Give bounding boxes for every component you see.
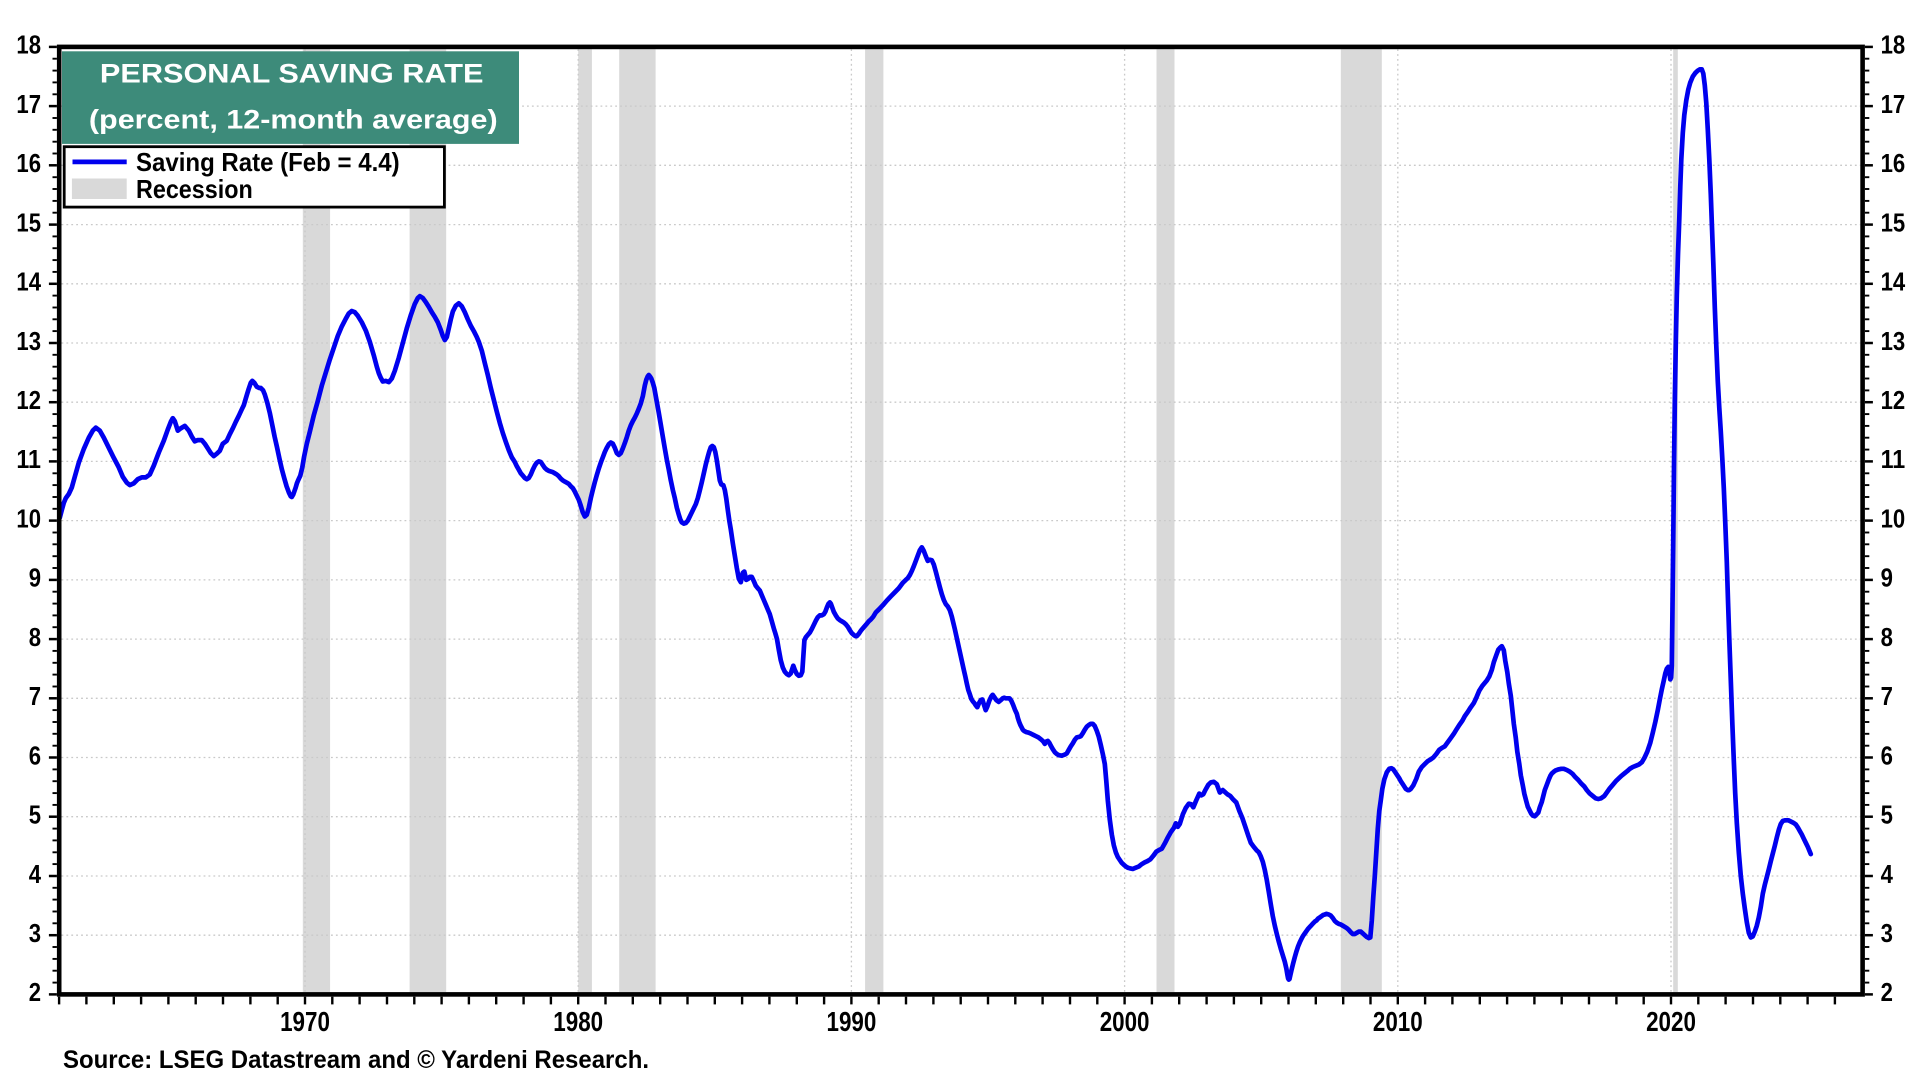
svg-text:9: 9 [29,563,41,593]
svg-text:5: 5 [1881,800,1893,830]
svg-text:2: 2 [1881,977,1893,1007]
svg-text:15: 15 [16,207,41,237]
svg-text:2020: 2020 [1646,1006,1696,1037]
svg-text:7: 7 [29,681,41,711]
svg-text:11: 11 [1881,444,1906,474]
svg-text:10: 10 [16,503,41,533]
svg-text:17: 17 [1881,89,1906,119]
svg-text:5: 5 [29,800,41,830]
svg-text:13: 13 [16,326,41,356]
svg-text:2: 2 [29,977,41,1007]
svg-text:(percent, 12-month average): (percent, 12-month average) [89,104,498,134]
svg-text:15: 15 [1881,207,1906,237]
svg-text:PERSONAL SAVING RATE: PERSONAL SAVING RATE [100,59,484,89]
svg-text:Recession: Recession [136,174,253,204]
svg-text:Source: LSEG Datastream and ©: Source: LSEG Datastream and © Yardeni Re… [63,1047,649,1074]
svg-text:4: 4 [1881,859,1894,889]
svg-text:16: 16 [16,148,41,178]
svg-text:7: 7 [1881,681,1893,711]
svg-text:14: 14 [1881,267,1906,297]
svg-text:12: 12 [1881,385,1906,415]
svg-text:8: 8 [1881,622,1893,652]
svg-text:12: 12 [16,385,41,415]
svg-text:18: 18 [16,30,41,60]
svg-text:16: 16 [1881,148,1906,178]
svg-text:11: 11 [16,444,41,474]
svg-text:17: 17 [16,89,41,119]
svg-text:4: 4 [29,859,42,889]
svg-text:2010: 2010 [1373,1006,1423,1037]
svg-text:6: 6 [1881,740,1893,770]
svg-text:3: 3 [29,918,41,948]
svg-text:14: 14 [16,267,41,297]
svg-text:3: 3 [1881,918,1893,948]
svg-text:Saving Rate (Feb = 4.4): Saving Rate (Feb = 4.4) [136,147,400,177]
svg-text:10: 10 [1881,503,1906,533]
svg-text:1970: 1970 [280,1006,330,1037]
svg-text:9: 9 [1881,563,1893,593]
svg-text:8: 8 [29,622,41,652]
svg-text:2000: 2000 [1100,1006,1150,1037]
svg-text:1990: 1990 [827,1006,877,1037]
svg-text:6: 6 [29,740,41,770]
svg-text:1980: 1980 [553,1006,603,1037]
svg-text:13: 13 [1881,326,1906,356]
svg-text:18: 18 [1881,30,1906,60]
